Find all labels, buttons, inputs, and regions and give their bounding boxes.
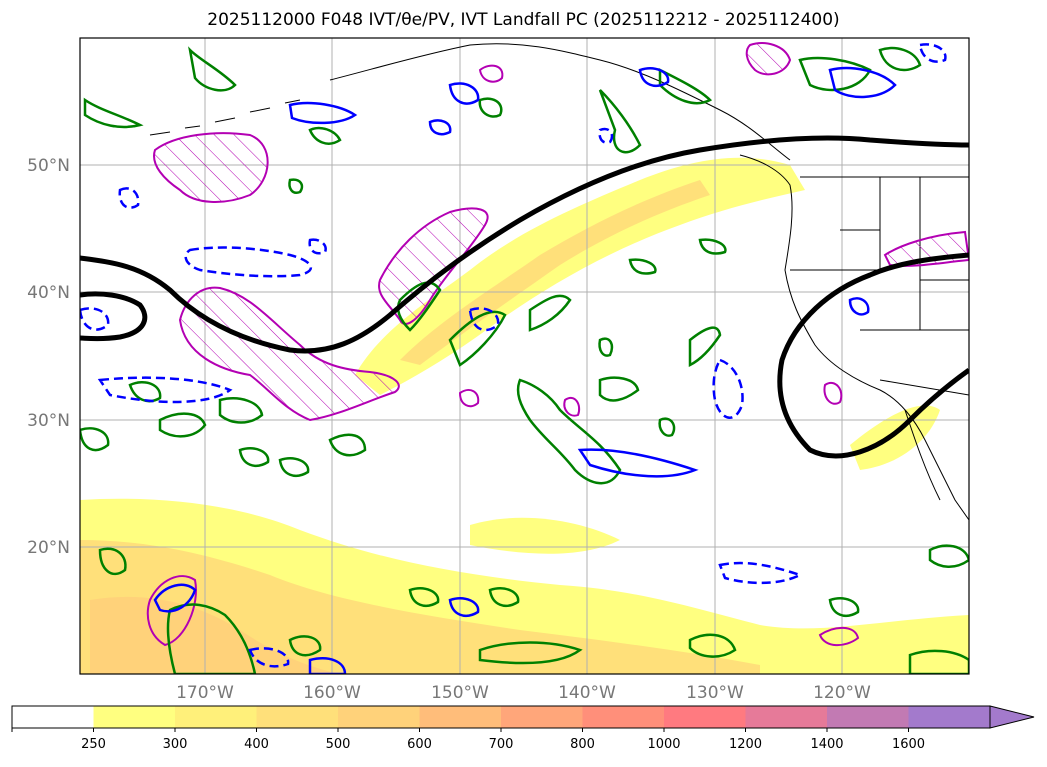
colorbar-tick-label: 600 (407, 737, 432, 752)
colorbar-segment (256, 706, 339, 728)
pv-small-5 (818, 626, 860, 647)
colorbar-tick-label: 800 (570, 737, 595, 752)
colorbar-segment (664, 706, 746, 728)
lat-label-20n: 20°N (27, 538, 70, 558)
pv-region-north (153, 132, 269, 203)
colorbar-segment (582, 706, 665, 728)
lat-label-40n: 40°N (27, 283, 70, 303)
lon-label-130w: 130°W (686, 683, 744, 703)
colorbar: 250 300 400 500 600 700 800 1000 1200 1400 1600 (11, 705, 1035, 752)
colorbar-tick-label: 300 (163, 737, 188, 752)
pv-small-1 (478, 64, 504, 83)
colorbar-segment (419, 706, 502, 728)
theta-e-dashed-contours (80, 43, 947, 668)
ivt-atmospheric-river-inner (400, 180, 710, 365)
west-coast (739, 154, 969, 521)
theta-e-blue-solid-contours (153, 66, 897, 674)
lon-label-120w: 120°W (813, 683, 871, 703)
colorbar-extend-arrow (989, 705, 1035, 729)
colorbar-tick-label: 1200 (729, 737, 762, 752)
colorbar-segment (908, 706, 991, 728)
map-frame (79, 37, 970, 675)
ivt-central-patch (470, 517, 620, 554)
colorbar-segment (175, 706, 257, 728)
pv-small-2 (458, 389, 480, 408)
aleutian-islands (149, 99, 301, 136)
pv-contours (146, 42, 969, 647)
pv-small-6 (146, 575, 197, 647)
colorbar-tick-label: 1000 (647, 737, 680, 752)
colorbar-tick-label: 700 (489, 737, 514, 752)
colorbar-tick-label: 1600 (892, 737, 925, 752)
ivt-baja-patch (850, 405, 940, 470)
lon-label-160w: 160°W (303, 683, 361, 703)
colorbar-tick-label: 1400 (810, 737, 843, 752)
lon-label-140w: 140°W (558, 683, 616, 703)
colorbar-segment (12, 706, 94, 728)
colorbar-segment (93, 706, 176, 728)
theta-e-solid-contours (80, 46, 969, 674)
lat-label-30n: 30°N (27, 411, 70, 431)
colorbar-segment (501, 706, 583, 728)
pv-region-west (178, 286, 400, 422)
jet-contour-southeast-ridge (777, 252, 969, 459)
colorbar-tick-label: 250 (81, 737, 106, 752)
ivt-shading (80, 157, 969, 674)
map-plot-area (80, 38, 969, 674)
jet-contours (80, 135, 969, 459)
colorbar-tick-label: 500 (326, 737, 351, 752)
lon-label-150w: 150°W (431, 683, 489, 703)
jet-contour-main (80, 135, 969, 354)
pv-small-4 (823, 382, 843, 405)
ivt-atmospheric-river-outer (355, 157, 805, 395)
alaska-coast (329, 43, 791, 161)
lon-label-170w: 170°W (176, 683, 234, 703)
ivt-tropical-band-core (90, 596, 340, 674)
colorbar-segment (338, 706, 420, 728)
map-title: 2025112000 F048 IVT/θe/PV, IVT Landfall … (207, 10, 840, 30)
pv-region-northeast (745, 42, 792, 76)
colorbar-segment (827, 706, 909, 728)
lat-label-50n: 50°N (27, 156, 70, 176)
colorbar-segment (745, 706, 828, 728)
colorbar-tick-label: 400 (244, 737, 269, 752)
jet-contour-west-loop (80, 291, 148, 342)
pv-small-3 (563, 396, 581, 417)
